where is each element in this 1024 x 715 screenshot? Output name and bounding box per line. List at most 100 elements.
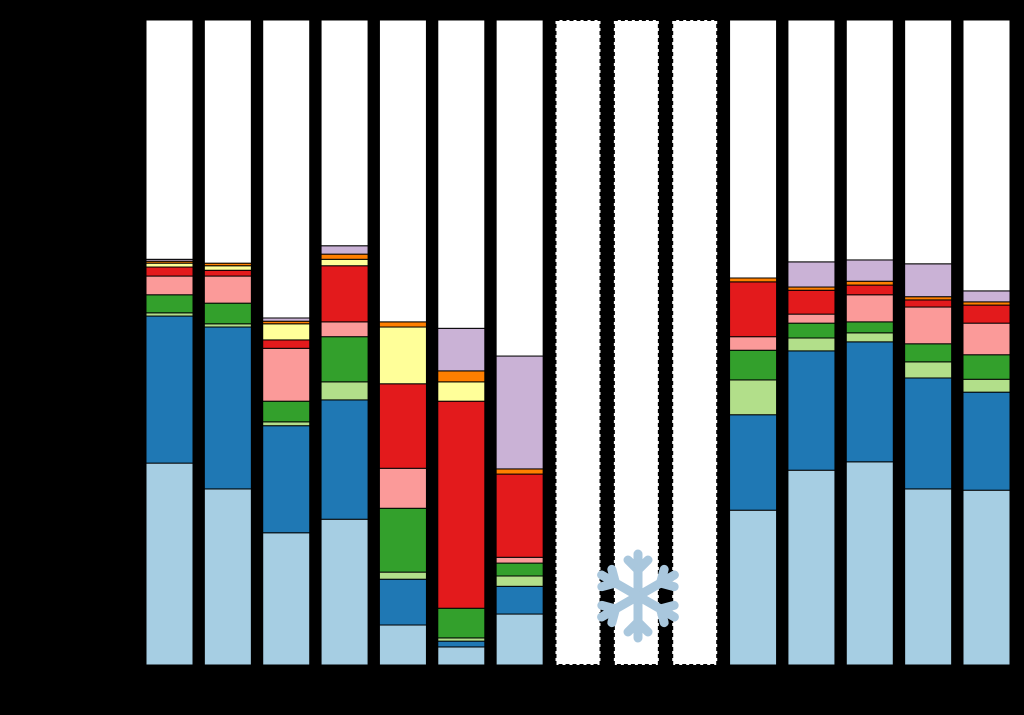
bar-segment <box>962 354 1011 380</box>
bar-segment <box>378 507 427 573</box>
bar-segment <box>320 19 369 247</box>
bar-segment <box>203 326 252 490</box>
bar-segment <box>787 313 836 324</box>
bar-segment <box>787 337 836 352</box>
bar-segment <box>845 341 894 463</box>
bar-segment <box>845 259 894 282</box>
bar-segment <box>787 469 836 666</box>
bar-segment <box>729 414 778 511</box>
bar-segment <box>904 306 953 345</box>
bar-segment <box>320 336 369 383</box>
bar-segment <box>904 263 953 298</box>
bar-segment <box>203 265 252 271</box>
bar-segment <box>962 322 1011 356</box>
bar-segment <box>845 19 894 261</box>
bar-segment <box>787 261 836 288</box>
bar-segment <box>904 299 953 308</box>
bar-segment <box>262 421 311 427</box>
bar-segment <box>262 323 311 341</box>
bar-segment <box>845 294 894 323</box>
bar-segment <box>145 462 194 666</box>
empty-bar <box>671 19 719 666</box>
bar-segment <box>320 265 369 323</box>
bar-segment <box>904 488 953 666</box>
bar-segment <box>787 19 836 263</box>
bar-segment <box>437 381 486 402</box>
bar-segment <box>845 332 894 343</box>
bar-segment <box>962 378 1011 393</box>
bar-segment <box>962 290 1011 303</box>
bar-segment <box>145 294 194 314</box>
bar-segment <box>904 377 953 490</box>
bar-segment <box>495 585 544 615</box>
bar-segment <box>729 379 778 416</box>
bar-segment <box>729 281 778 338</box>
bar-segment <box>320 253 369 260</box>
empty-bar <box>554 19 602 666</box>
bar-segment <box>729 336 778 351</box>
bar-segment <box>262 347 311 402</box>
bar-segment <box>378 326 427 385</box>
bar-segment <box>495 468 544 475</box>
bar-segment <box>962 489 1011 666</box>
bar-segment <box>378 578 427 626</box>
bar-segment <box>729 277 778 283</box>
bar-segment <box>437 646 486 666</box>
plot-area <box>145 19 1011 666</box>
bar-segment <box>437 400 486 609</box>
bar-segment <box>495 19 544 357</box>
bar-segment <box>962 19 1011 292</box>
bar-segment <box>845 284 894 296</box>
bar-segment <box>378 19 427 323</box>
bar-segment <box>378 624 427 666</box>
bar-segment <box>145 275 194 296</box>
bar-segment <box>787 289 836 315</box>
bar-segment <box>845 280 894 286</box>
bar-segment <box>904 343 953 363</box>
bar-segment <box>378 383 427 469</box>
bar-segment <box>729 349 778 381</box>
bar-segment <box>378 571 427 580</box>
bar-segment <box>203 302 252 325</box>
bar-segment <box>145 315 194 464</box>
bar-segment <box>495 575 544 587</box>
bar-segment <box>203 488 252 666</box>
bar-segment <box>262 532 311 666</box>
bar-segment <box>437 327 486 372</box>
bar-segment <box>729 19 778 279</box>
bar-segment <box>320 518 369 666</box>
bar-segment <box>495 613 544 666</box>
bar-segment <box>203 19 252 264</box>
bar-segment <box>845 461 894 666</box>
bar-segment <box>962 304 1011 324</box>
bar-segment <box>145 262 194 268</box>
bar-segment <box>904 361 953 379</box>
bar-segment <box>262 339 311 349</box>
bar-segment <box>320 258 369 267</box>
bar-segment <box>495 562 544 577</box>
bar-segment <box>437 607 486 639</box>
bar-segment <box>787 350 836 471</box>
bar-segment <box>962 391 1011 491</box>
bar-segment <box>904 19 953 265</box>
snowflake-icon <box>597 549 680 638</box>
bar-segment <box>320 321 369 338</box>
bar-segment <box>378 467 427 509</box>
bar-segment <box>203 269 252 277</box>
bar-segment <box>495 473 544 558</box>
bar-segment <box>320 381 369 401</box>
bar-segment <box>495 556 544 564</box>
bar-segment <box>437 370 486 383</box>
bar-segment <box>437 19 486 329</box>
bar-segment <box>145 266 194 277</box>
bar-segment <box>262 425 311 534</box>
bar-segment <box>437 640 486 648</box>
bar-segment <box>787 322 836 339</box>
bar-segment <box>320 399 369 520</box>
bar-segment <box>262 400 311 423</box>
bar-segment <box>378 321 427 328</box>
bar-segment <box>729 509 778 666</box>
bar-segment <box>145 19 194 260</box>
